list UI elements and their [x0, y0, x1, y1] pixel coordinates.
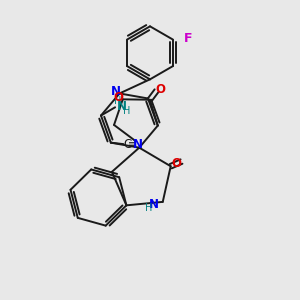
- Text: O: O: [156, 83, 166, 96]
- Text: N: N: [133, 138, 142, 151]
- Text: O: O: [113, 92, 123, 104]
- Text: N: N: [149, 198, 159, 211]
- Text: H: H: [114, 96, 121, 106]
- Text: C: C: [124, 138, 132, 151]
- Text: N: N: [111, 85, 121, 98]
- Text: F: F: [183, 32, 192, 45]
- Text: H: H: [145, 203, 152, 213]
- Text: ≡: ≡: [128, 139, 136, 149]
- Text: H: H: [123, 106, 130, 116]
- Text: O: O: [172, 157, 182, 169]
- Text: N: N: [117, 100, 127, 113]
